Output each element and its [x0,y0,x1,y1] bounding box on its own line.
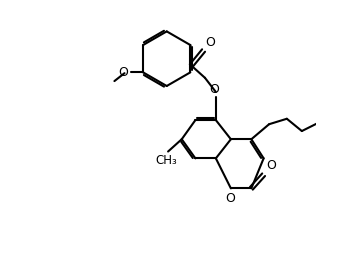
Text: O: O [226,192,235,206]
Text: O: O [205,36,215,49]
Text: CH₃: CH₃ [155,154,177,167]
Text: O: O [119,66,129,79]
Text: O: O [209,82,219,96]
Text: O: O [266,159,276,172]
